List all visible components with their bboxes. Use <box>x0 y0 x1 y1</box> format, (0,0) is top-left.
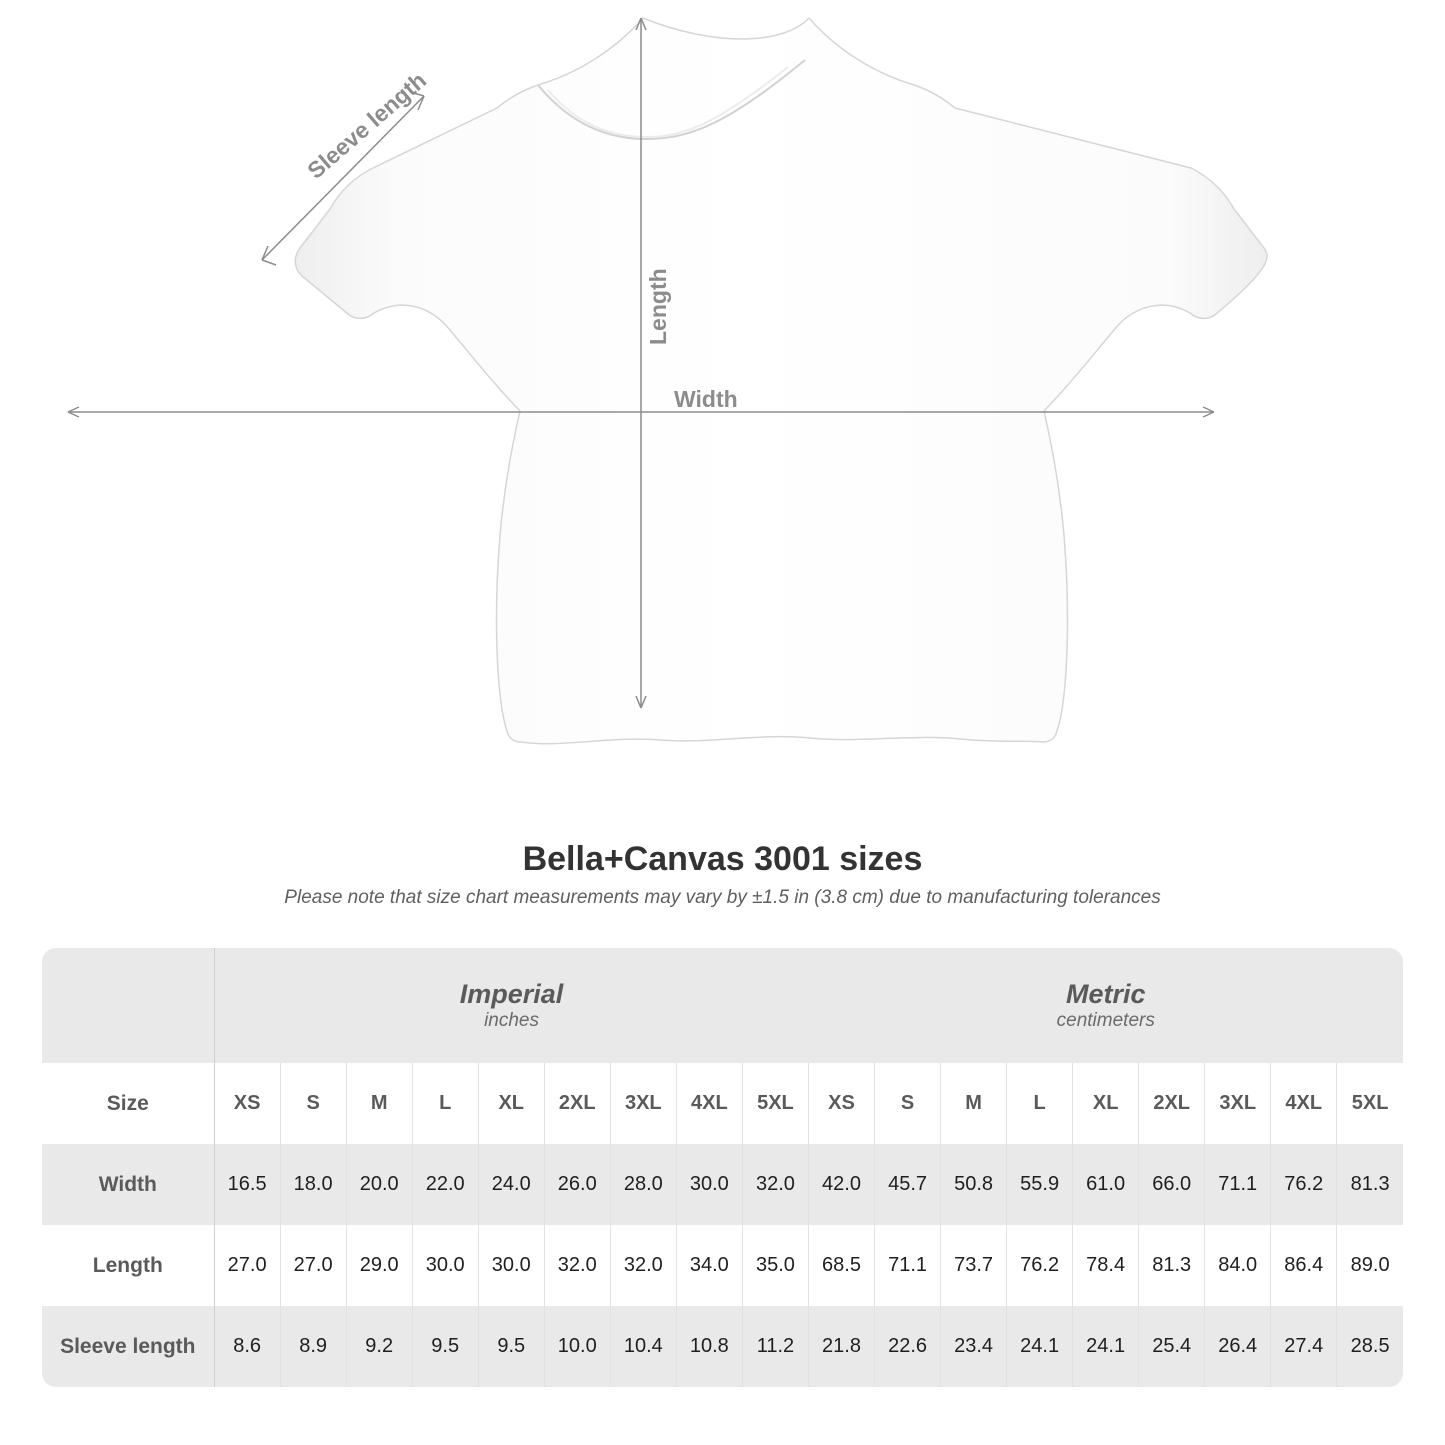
svg-text:Length: Length <box>645 268 671 345</box>
svg-text:Width: Width <box>674 386 738 412</box>
